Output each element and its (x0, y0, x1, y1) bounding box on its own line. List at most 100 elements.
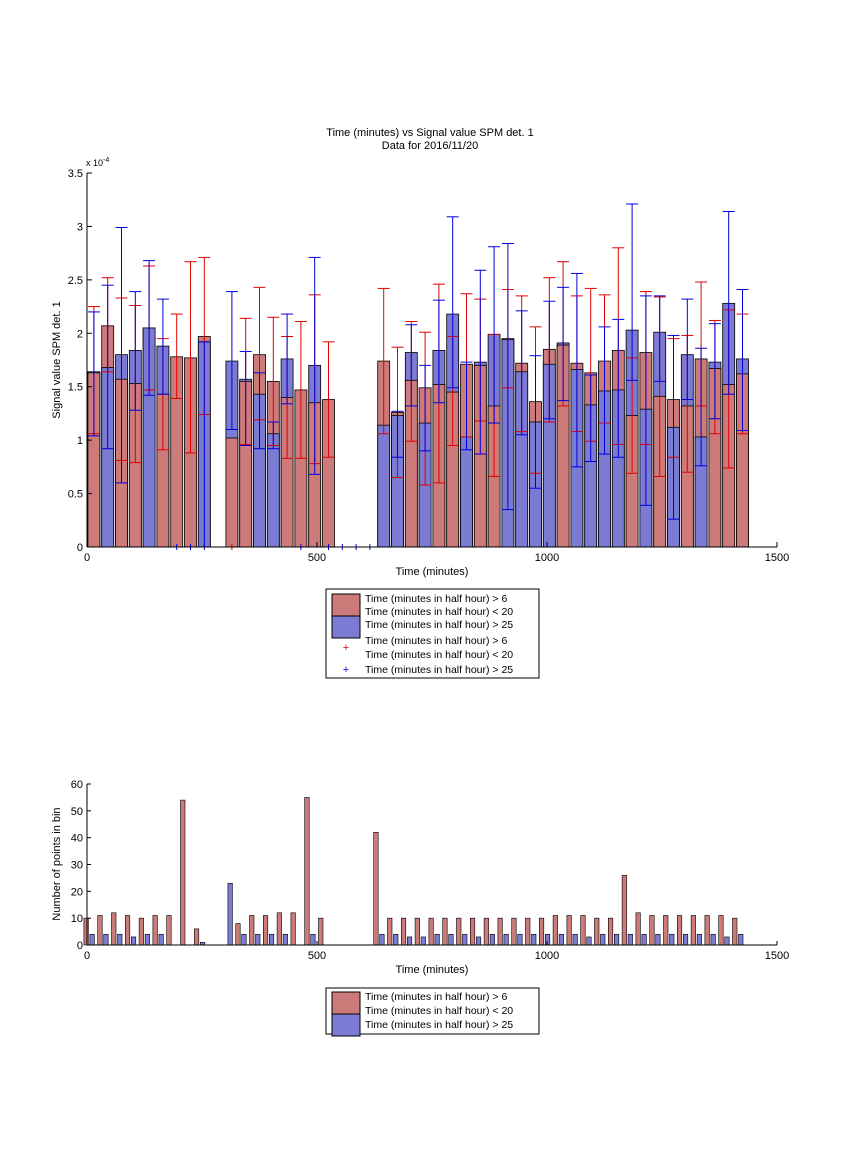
count-red-bar (594, 917, 600, 946)
count-blue-bar (627, 933, 633, 946)
count-blue-bar (544, 933, 551, 946)
count-blue-bar (724, 936, 730, 946)
count-red-bar (732, 917, 738, 946)
signal-chart: Time (minutes) vs Signal value SPM det. … (51, 127, 790, 679)
count-blue-bar (117, 933, 123, 946)
count-red-bar (138, 917, 144, 946)
count-red-bar (97, 915, 103, 946)
bottom-x-tick-label: 1500 (765, 950, 789, 962)
count-blue-bar (462, 933, 468, 946)
top-y-tick-label: 1 (77, 435, 83, 447)
count-red-bar (400, 917, 407, 946)
count-blue-bar (600, 933, 606, 946)
count-blue-bar (282, 933, 288, 946)
top-y-tick-label: 1.5 (68, 382, 83, 394)
bottom-y-tick-label: 10 (71, 913, 83, 925)
count-blue-bar (613, 933, 620, 946)
count-blue-bar (655, 933, 661, 946)
blue-bar (266, 433, 280, 548)
count-blue-bar (531, 933, 537, 946)
count-blue-bar (103, 933, 109, 946)
top-x-axis-label: Time (minutes) (396, 566, 469, 578)
count-blue-bar (158, 933, 164, 946)
bottom-y-tick-label: 40 (71, 833, 83, 845)
count-blue-bar (406, 936, 413, 946)
count-blue-bar (144, 933, 150, 946)
top-y-tick-label: 3.5 (68, 168, 83, 180)
legend-red-swatch (331, 593, 361, 617)
bottom-y-tick-label: 30 (71, 860, 83, 872)
top-x-tick-label: 500 (308, 552, 326, 564)
bottom-legend-box (325, 987, 540, 1035)
count-red-bar (525, 917, 531, 946)
count-blue-bar (379, 933, 385, 946)
bottom-legend-entry-1: Time (minutes in half hour) > 6 (365, 991, 507, 1003)
count-red-bar (621, 874, 627, 946)
count-blue-bar (572, 933, 578, 946)
bottom-legend-blue-swatch (331, 1013, 361, 1037)
count-blue-bar (434, 933, 440, 946)
bottom-y-tick-label: 50 (71, 806, 83, 818)
top-legend-entry-2: Time (minutes in half hour) < 20 (365, 606, 513, 618)
count-blue-bar (710, 933, 716, 946)
bottom-legend-red-swatch (331, 991, 361, 1015)
bottom-bars-layer (83, 797, 744, 946)
count-blue-bar (255, 933, 261, 946)
legend-blue-plus-marker: + (343, 664, 349, 676)
count-red-bar (235, 923, 241, 946)
bottom-axes: 0 500 1000 1500 0 10 20 30 40 50 60 (71, 779, 789, 962)
count-red-bar (552, 915, 558, 946)
count-blue-bar (241, 933, 247, 946)
count-blue-bar (227, 882, 233, 946)
count-red-bar (690, 915, 696, 946)
count-red-bar (663, 915, 669, 946)
top-y-tick-label: 3 (77, 221, 83, 233)
count-blue-bar (310, 933, 316, 946)
blue-bar (460, 436, 473, 548)
bottom-legend-entry-3: Time (minutes in half hour) > 25 (365, 1019, 513, 1031)
count-red-bar (166, 915, 172, 946)
count-blue-bar (696, 933, 702, 946)
count-blue-bar (268, 933, 275, 946)
top-legend-box (325, 588, 540, 679)
top-legend-entry-3: Time (minutes in half hour) > 25 (365, 619, 513, 631)
top-error-bars-layer (87, 203, 749, 550)
count-red-bar (511, 917, 517, 946)
count-red-bar (180, 799, 186, 946)
top-legend-entry-4: Time (minutes in half hour) > 6 (365, 635, 507, 647)
top-legend-entry-6: Time (minutes in half hour) > 25 (365, 664, 513, 676)
count-red-bar (607, 917, 614, 946)
count-red-bar (469, 917, 476, 946)
count-red-bar (442, 917, 448, 946)
count-blue-bar (738, 933, 744, 946)
top-legend: + + Time (minutes in half hour) > 6 Time… (325, 588, 540, 679)
count-red-bar (152, 915, 158, 946)
count-red-bar (249, 915, 255, 946)
top-y-tick-label: 0 (77, 542, 83, 554)
count-blue-bar (503, 933, 509, 946)
blue-bar (377, 424, 391, 548)
count-blue-bar (558, 933, 564, 946)
legend-blue-swatch (331, 615, 361, 639)
bottom-y-tick-label: 20 (71, 886, 83, 898)
count-blue-bar (475, 936, 482, 946)
bottom-x-axis-label: Time (minutes) (396, 964, 469, 976)
top-y-axis-label: Signal value SPM det. 1 (51, 301, 63, 418)
bottom-y-axis-label: Number of points in bin (51, 807, 63, 920)
count-red-bar (387, 917, 393, 946)
bottom-x-tick-label: 0 (84, 950, 90, 962)
top-axes: 0 500 1000 1500 0 0.5 1 1.5 2 2.5 3 3.5 (68, 168, 790, 564)
count-red-bar (635, 912, 641, 946)
count-red-bar (676, 915, 683, 946)
count-red-bar (276, 912, 282, 946)
count-red-bar (649, 915, 655, 946)
count-blue-bar (641, 933, 647, 946)
count-blue-bar (669, 933, 675, 946)
count-red-bar (497, 917, 503, 946)
bottom-y-tick-label: 60 (71, 779, 83, 791)
bottom-legend: Time (minutes in half hour) > 6 Time (mi… (325, 987, 540, 1037)
count-red-bar (125, 915, 131, 946)
bottom-x-tick-label: 500 (308, 950, 326, 962)
count-blue-bar (393, 933, 399, 946)
